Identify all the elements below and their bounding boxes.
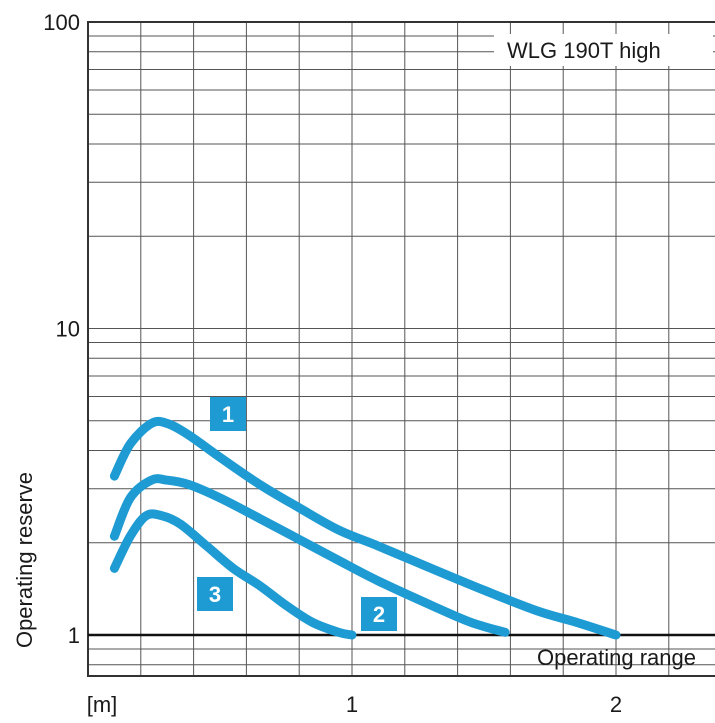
series-layer bbox=[109, 416, 621, 640]
badge-layer: 1 2 3 bbox=[197, 397, 397, 631]
series-badge-bg bbox=[210, 397, 246, 431]
series-badge-label: 1 bbox=[222, 402, 234, 427]
series-badge-1: 1 bbox=[210, 397, 246, 431]
series-badge-label: 2 bbox=[373, 602, 385, 627]
series-line-3 bbox=[109, 509, 357, 640]
series-line-2 bbox=[109, 474, 510, 637]
x-unit-label: [m] bbox=[87, 692, 118, 717]
series-badge-bg bbox=[197, 577, 233, 611]
x-tick-label: 1 bbox=[346, 692, 358, 717]
grid bbox=[88, 21, 715, 676]
y-tick-label: 1 bbox=[68, 623, 80, 648]
y-tick-label: 10 bbox=[56, 317, 80, 342]
chart-title-box: WLG 190T high bbox=[494, 34, 713, 66]
series-badge-3: 3 bbox=[197, 577, 233, 611]
series-badge-label: 3 bbox=[209, 582, 221, 607]
y-tick-labels: 100 10 1 bbox=[43, 10, 80, 648]
x-tick-label: 2 bbox=[610, 692, 622, 717]
series-badge-bg bbox=[361, 597, 397, 631]
operating-range-label: Operating range bbox=[537, 645, 696, 670]
series-line-1 bbox=[109, 416, 621, 640]
chart-title: WLG 190T high bbox=[507, 38, 661, 63]
y-axis-label: Operating reserve bbox=[12, 472, 37, 648]
y-tick-label: 100 bbox=[43, 10, 80, 35]
plot-frame bbox=[87, 21, 715, 677]
series-badge-2: 2 bbox=[361, 597, 397, 631]
